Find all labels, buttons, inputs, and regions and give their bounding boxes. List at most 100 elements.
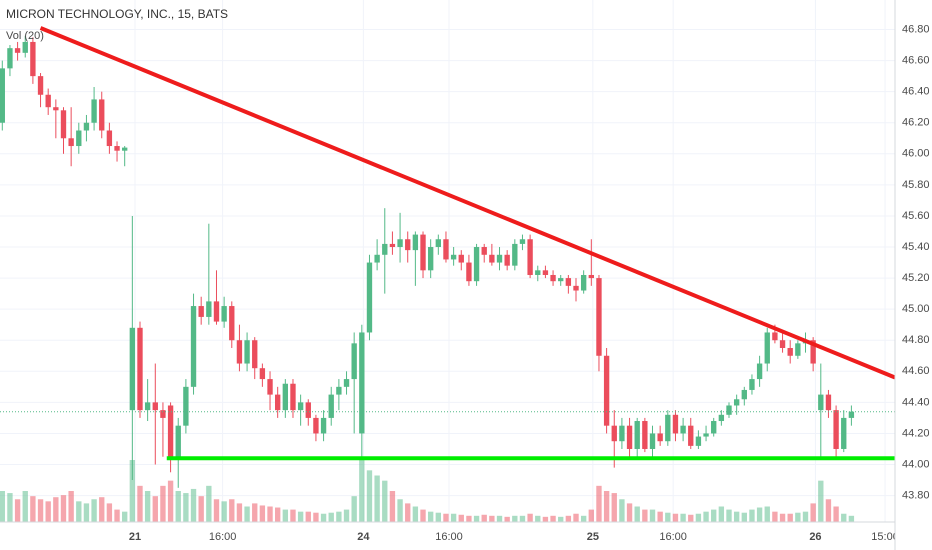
volume-bar (290, 509, 296, 522)
volume-bar (833, 506, 839, 522)
volume-bar (749, 509, 755, 522)
candle-body (60, 110, 67, 139)
volume-bar (665, 512, 671, 522)
candle-body (259, 368, 266, 380)
candle-body (619, 425, 625, 442)
candle-body (420, 234, 426, 271)
candle-body (129, 327, 136, 411)
volume-bar (351, 496, 357, 522)
candle-body (833, 410, 839, 449)
volume-bar (657, 511, 663, 522)
x-tick-label: 26 (809, 531, 821, 543)
volume-bar (359, 460, 365, 522)
candle-body (412, 234, 419, 251)
candle-body (137, 327, 143, 411)
volume-bar (144, 491, 151, 522)
candle-body (244, 340, 250, 364)
volume-bar (405, 503, 411, 522)
volume-bar (473, 515, 480, 522)
volume-bar (756, 507, 763, 522)
volume-bar (236, 503, 243, 522)
volume-bar (267, 506, 273, 522)
volume-bar (198, 496, 204, 522)
volume-bar (611, 493, 617, 522)
volume-bar (343, 509, 350, 522)
volume-bar (542, 516, 549, 522)
volume-bar (389, 491, 396, 522)
candle-body (366, 262, 373, 333)
y-tick-label: 45.80 (902, 179, 930, 191)
volume-bar (91, 499, 97, 522)
candle-body (190, 306, 197, 387)
volume-bar (45, 501, 51, 522)
volume-bar (30, 496, 36, 522)
y-tick-label: 44.60 (902, 365, 930, 377)
candle-body (756, 363, 763, 380)
volume-bar (565, 515, 572, 522)
candle-body (626, 425, 633, 449)
x-axis-bg (0, 522, 932, 550)
trend-line (39, 26, 896, 380)
y-tick-label: 45.60 (902, 210, 930, 222)
volume-layer (0, 460, 855, 522)
candle-body (305, 402, 311, 418)
candle-body (787, 348, 793, 356)
volume-bar (535, 515, 541, 522)
candle-body (320, 417, 327, 434)
candle-body (848, 411, 855, 418)
volume-bar (60, 495, 67, 522)
candle-body (741, 389, 747, 400)
candle-body (229, 306, 235, 341)
overlay-layer (0, 26, 896, 461)
candle-body (343, 379, 350, 387)
volume-bar (841, 513, 847, 522)
volume-bar (818, 480, 824, 522)
y-tick-label: 45.40 (902, 241, 930, 253)
y-axis: 43.80 44.00 44.20 44.40 44.60 44.80 45.00 45.20… (894, 0, 932, 550)
candle-body (114, 146, 120, 151)
candle-body (382, 243, 388, 255)
y-tick-label: 43.80 (902, 489, 930, 501)
candle-body (175, 425, 181, 457)
candle-body (542, 270, 549, 275)
volume-bar (382, 480, 388, 522)
candle-body (374, 254, 380, 263)
volume-bar (175, 491, 181, 522)
candle-body (657, 433, 663, 442)
candle-body (535, 270, 541, 275)
volume-bar (336, 511, 342, 522)
y-tick-label: 44.80 (902, 334, 930, 346)
volume-bar (496, 515, 503, 522)
candle-body (336, 386, 342, 395)
volume-bar (603, 491, 610, 522)
volume-bar (305, 511, 311, 522)
volume-bar (420, 509, 426, 522)
candle-body (726, 405, 732, 415)
candle-body (565, 278, 572, 286)
volume-bar (106, 503, 113, 522)
x-axis: 21 16:00 24 16:00 25 16:00 26 15:00 (0, 521, 932, 550)
candle-body (458, 254, 464, 263)
volume-bar (726, 509, 732, 522)
candle-body (481, 247, 487, 255)
volume-bar (259, 505, 266, 522)
volume-bar (83, 503, 90, 522)
candle-body (206, 301, 212, 317)
volume-bar (206, 485, 212, 522)
volume-bar (810, 503, 816, 522)
volume-bar (275, 507, 281, 522)
candle-body (841, 417, 847, 449)
volume-bar (252, 503, 258, 522)
candle-body (351, 343, 357, 380)
volume-bar (626, 503, 633, 522)
volume-bar (688, 514, 694, 522)
candle-body (405, 239, 411, 251)
volume-bar (53, 497, 59, 522)
y-tick-label: 45.00 (902, 303, 930, 315)
x-tick-label: 24 (357, 531, 370, 543)
candle-body (603, 355, 610, 426)
candle-body (160, 410, 166, 418)
volume-bar (672, 513, 679, 522)
candle-body (45, 94, 51, 108)
